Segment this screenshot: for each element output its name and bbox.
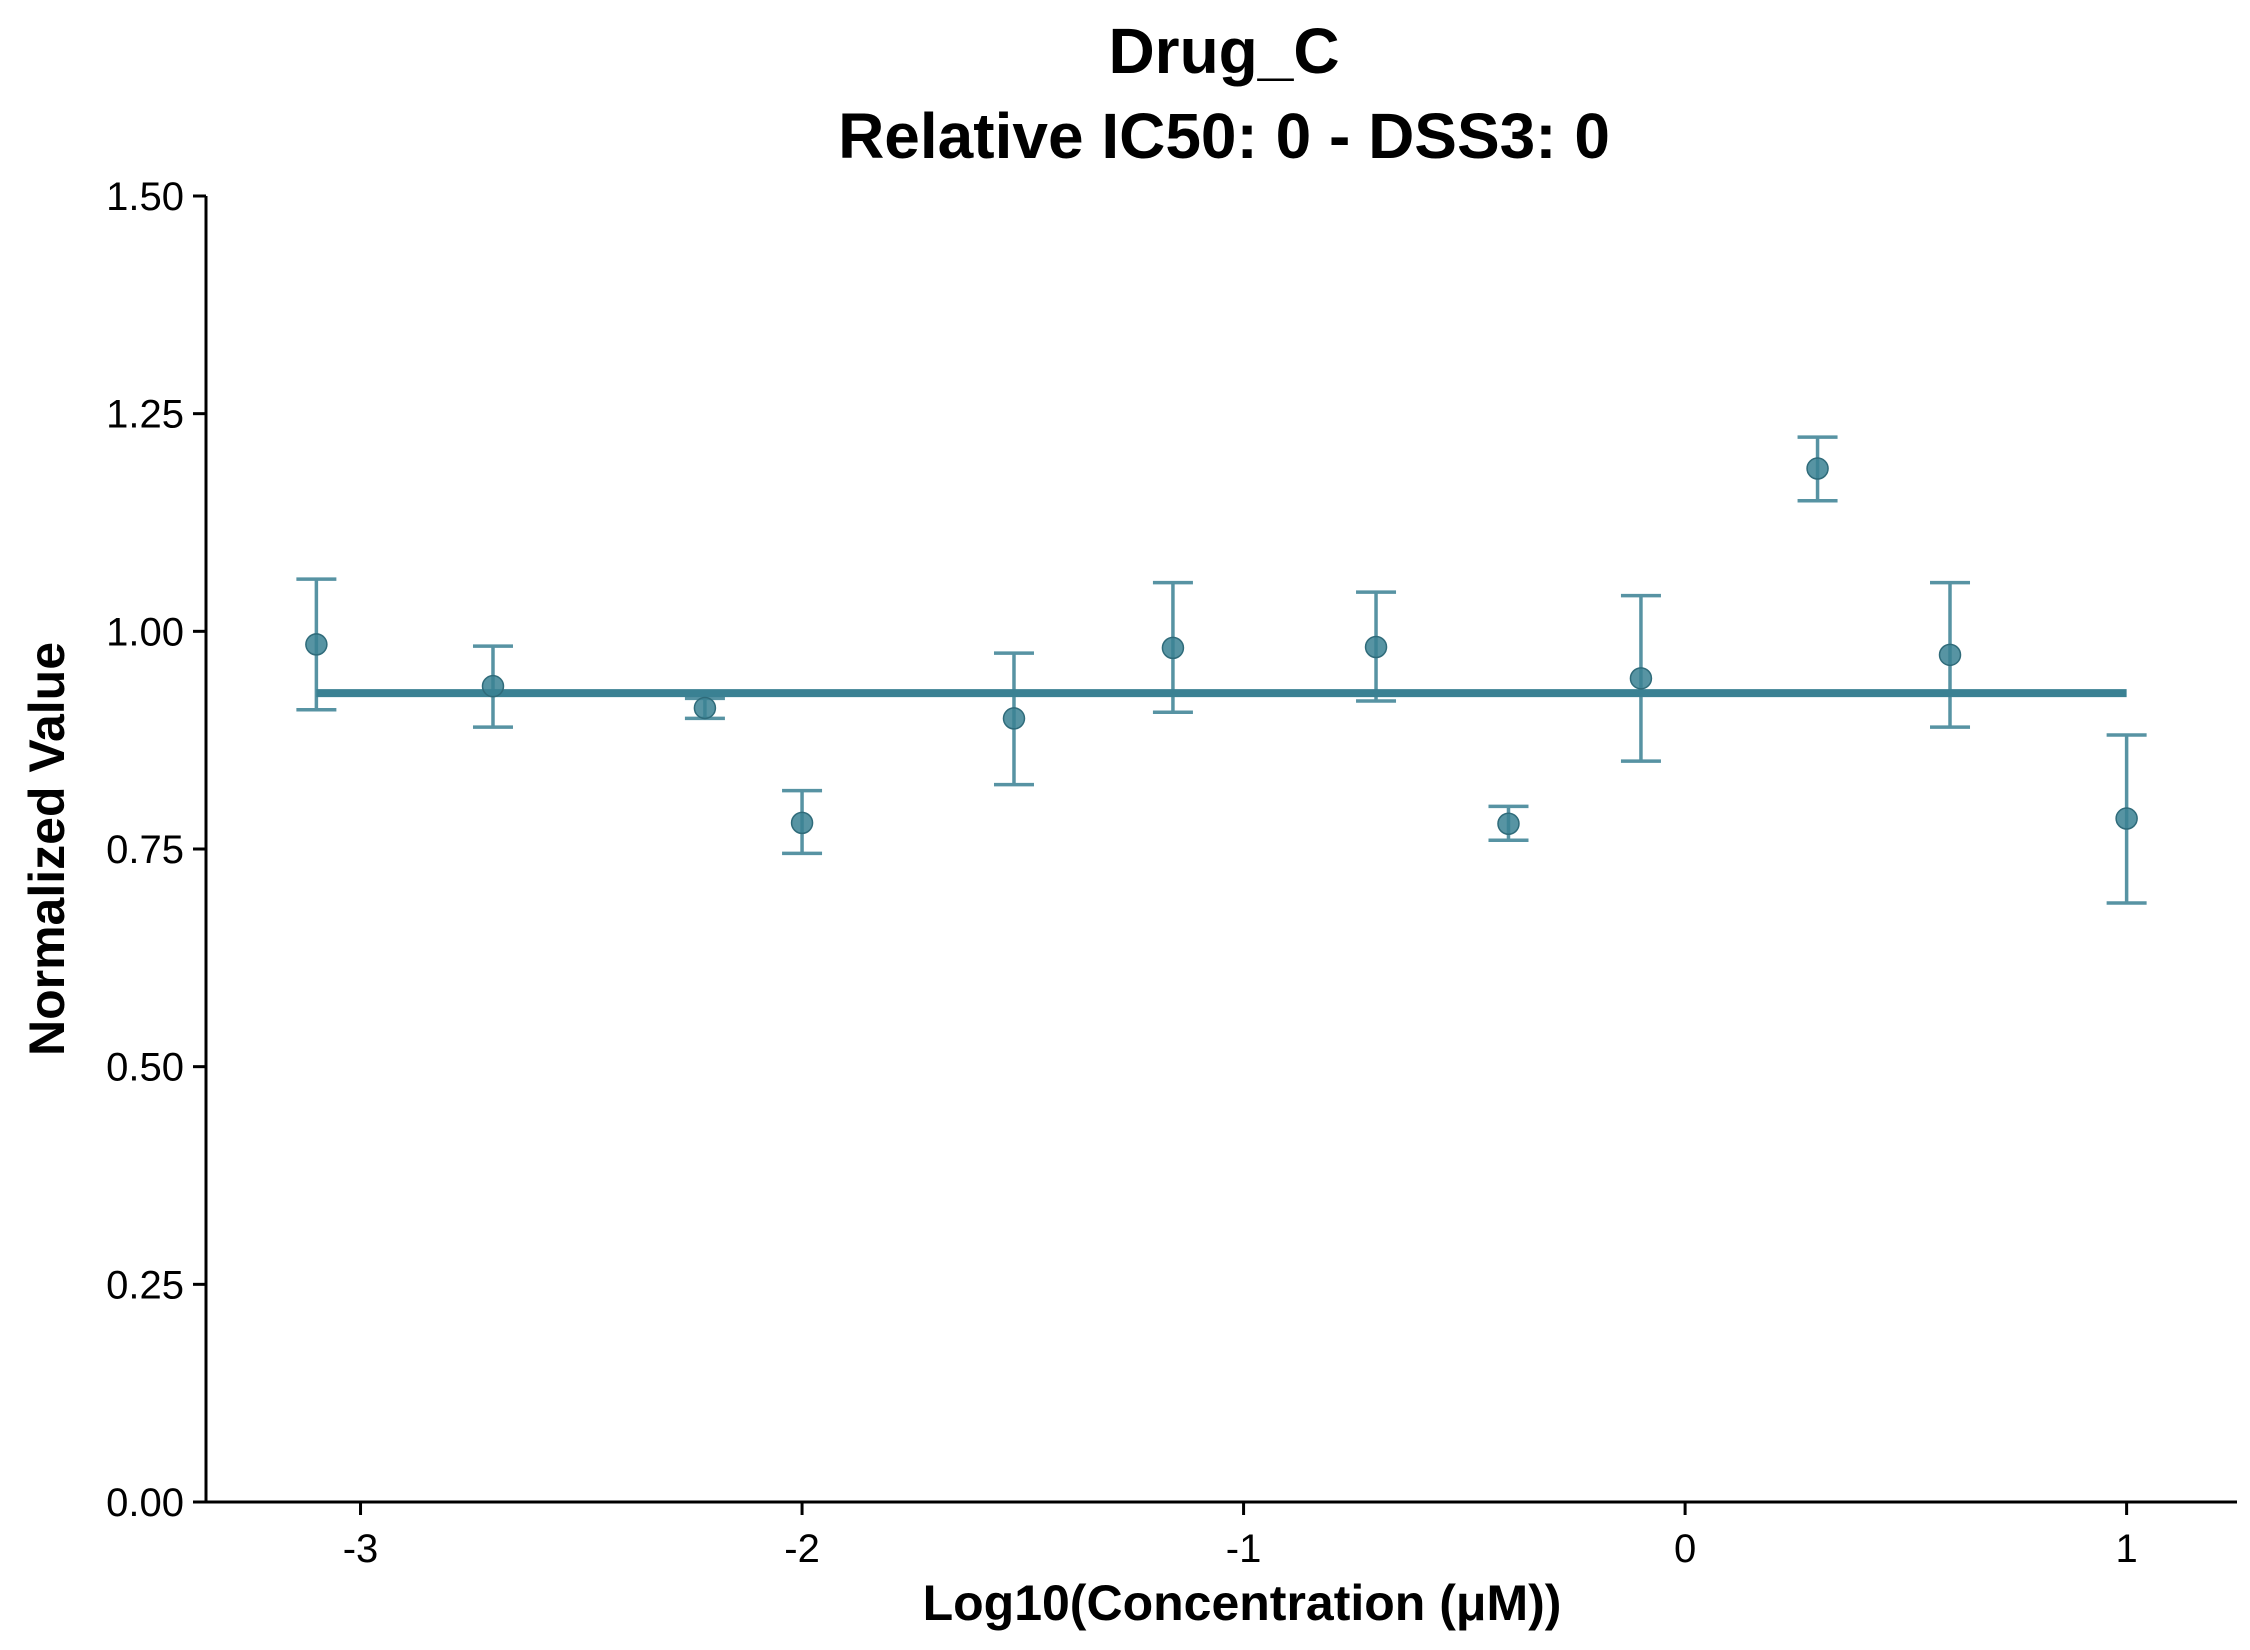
y-tick-label: 0.25 (106, 1263, 184, 1307)
data-point (1161, 636, 1185, 660)
data-point (1806, 457, 1829, 480)
y-tick-label: 1.50 (106, 175, 184, 219)
data-point (1629, 667, 1653, 690)
data-point (1497, 812, 1520, 836)
x-tick-label: -1 (1226, 1527, 1262, 1571)
data-point (2115, 807, 2138, 830)
y-tick-label: 0.75 (106, 828, 184, 872)
x-axis-ticks: -3 -2 -1 0 1 (343, 1502, 2138, 1571)
plot-area (296, 435, 2147, 905)
data-point (305, 633, 328, 656)
data-point (1002, 707, 1026, 730)
chart-title: Drug_C (1108, 15, 1339, 87)
y-tick-label: 1.25 (106, 393, 184, 437)
y-tick-label: 0.50 (106, 1046, 184, 1090)
x-axis-label: Log10(Concentration (μM)) (923, 1575, 1562, 1631)
y-tick-label: 0.00 (106, 1481, 184, 1525)
x-tick-label: -3 (343, 1527, 379, 1571)
chart-subtitle: Relative IC50: 0 - DSS3: 0 (838, 100, 1610, 172)
x-tick-label: 1 (2115, 1527, 2137, 1571)
data-point (1364, 635, 1388, 659)
x-tick-label: 0 (1674, 1527, 1696, 1571)
data-point (693, 696, 717, 720)
y-axis-label: Normalized Value (19, 642, 75, 1056)
y-axis-ticks: 0.00 0.25 0.50 0.75 1.00 1.25 1.50 (106, 175, 206, 1525)
x-tick-label: -2 (784, 1527, 820, 1571)
data-point (481, 674, 505, 698)
y-tick-label: 1.00 (106, 610, 184, 654)
data-point (1938, 643, 1962, 667)
data-point (790, 811, 814, 835)
